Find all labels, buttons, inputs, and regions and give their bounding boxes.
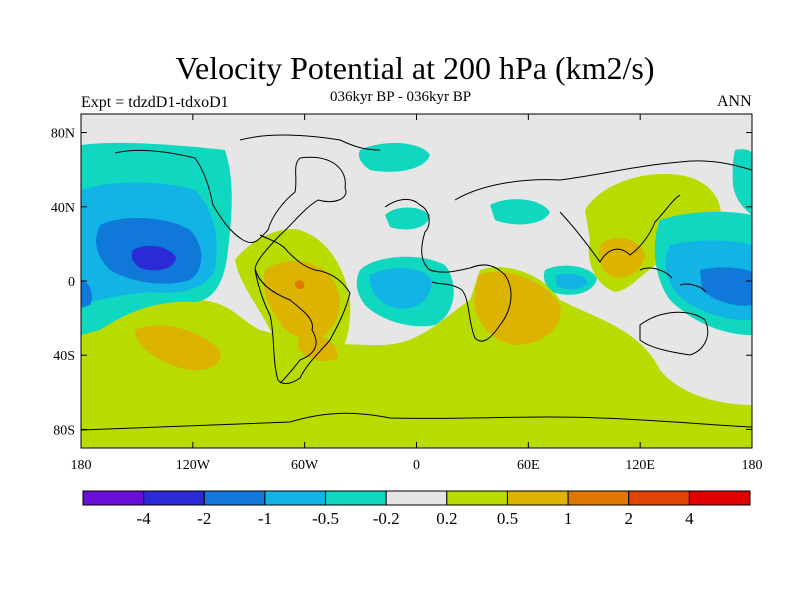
coast-americas: [114, 149, 347, 384]
field-core-africa: [474, 271, 561, 345]
field-max-samerica: [294, 280, 305, 290]
field-positive-south: [81, 267, 752, 448]
coast-antarctica: [81, 412, 752, 431]
field-negative-pacific-core: [131, 246, 176, 271]
y-tick-label: 80N: [51, 127, 75, 142]
field-core-southasia: [598, 237, 645, 278]
coast-south-america: [254, 234, 351, 384]
colorbar-label: -1: [258, 509, 272, 528]
colorbar-label: 4: [685, 509, 694, 528]
time-period-label: 036kyr BP - 036kyr BP: [330, 89, 472, 105]
colorbar-label: 1: [564, 509, 573, 528]
x-tick-label: 60E: [517, 458, 540, 473]
colorbar-swatch: [203, 490, 266, 506]
colorbar-label: 0.2: [436, 509, 457, 528]
x-tick-label: 120E: [625, 458, 655, 473]
experiment-label: Expt = tdzdD1-tdxoD1: [81, 94, 229, 111]
chart-title: Velocity Potential at 200 hPa (km2/s): [175, 50, 655, 86]
colorbar-label: 0.5: [497, 509, 518, 528]
colorbar-swatch: [264, 490, 327, 506]
y-tick-label: 0: [68, 275, 75, 290]
x-tick-label: 120W: [176, 458, 211, 473]
map-axes: 180 120W 60W 0 60E 120E 180 80N 40N 0 40S 80S: [51, 114, 763, 473]
field-negative-natlantic: [385, 207, 430, 230]
colorbar-label: -4: [137, 509, 152, 528]
colorbar: -4 -2 -1 -0.5 -0.2 0.2 0.5 1 2 4: [82, 490, 751, 528]
contour-field: [81, 114, 752, 448]
colorbar-swatch: [82, 490, 145, 506]
colorbar-swatch: [628, 490, 690, 506]
colorbar-label: -0.2: [373, 509, 400, 528]
coast-australia: [639, 311, 709, 356]
coast-indonesia: [639, 267, 707, 293]
field-core-southpacific: [135, 325, 221, 371]
colorbar-swatch: [506, 490, 569, 506]
colorbar-label: -0.5: [312, 509, 339, 528]
season-label: ANN: [717, 93, 752, 110]
coastlines: [81, 134, 752, 431]
field-negative-dateline: [81, 280, 92, 308]
y-tick-label: 80S: [53, 423, 75, 438]
field-negative-atlantic-inner: [369, 268, 432, 309]
field-negative-indian-inner: [555, 273, 588, 290]
field-core-samerica: [263, 260, 340, 339]
field-negative-wpacific-inner: [700, 267, 752, 306]
colorbar-label: -2: [197, 509, 211, 528]
x-tick-label: 180: [742, 458, 763, 473]
coast-africa-europe: [384, 198, 512, 342]
x-tick-label: 0: [413, 458, 420, 473]
colorbar-swatch: [567, 490, 630, 506]
colorbar-label: 2: [624, 509, 633, 528]
coast-asia: [454, 160, 752, 263]
field-core-patagonia: [298, 330, 339, 362]
coast-greenland: [239, 134, 381, 151]
colorbar-swatch: [385, 490, 448, 506]
field-negative-mideast: [490, 199, 550, 225]
colorbar-swatch: [446, 490, 508, 506]
colorbar-swatch: [325, 490, 387, 506]
y-tick-label: 40N: [51, 201, 75, 216]
x-tick-label: 180: [71, 458, 92, 473]
colorbar-swatch: [143, 490, 205, 506]
colorbar-swatch: [688, 490, 751, 506]
x-tick-label: 60W: [291, 458, 319, 473]
y-tick-label: 40S: [53, 349, 75, 364]
